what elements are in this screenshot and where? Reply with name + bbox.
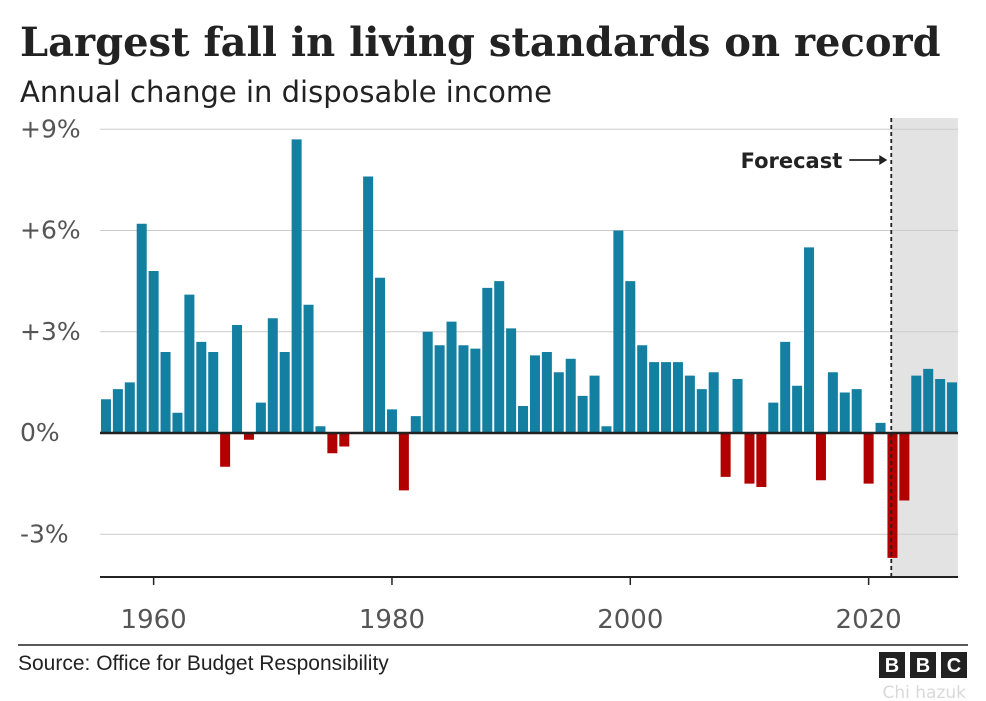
source-note: Source: Office for Budget Responsibility [18,652,389,675]
bar [494,281,505,433]
bar [541,352,552,433]
bar [303,304,314,433]
forecast-annotation: Forecast [741,149,843,173]
bar [804,247,815,433]
bar [720,433,731,477]
bar [768,402,779,433]
bar [780,341,791,433]
bar [112,389,123,433]
logo-letter: B [916,655,930,677]
bar [518,406,529,433]
bar [386,409,397,433]
bar [792,385,803,433]
bar [196,341,207,433]
bar [756,433,767,487]
forecast-shade [891,118,958,577]
bar [327,433,338,454]
y-tick-label: 0% [20,418,60,447]
chart-subtitle: Annual change in disposable income [20,75,552,109]
bar [232,325,243,433]
bar [136,223,147,433]
bar [732,379,743,433]
chart-title: Largest fall in living standards on reco… [20,19,941,66]
logo-letter: C [947,655,961,677]
bar [208,352,219,433]
bar [875,422,886,433]
bar [339,433,350,447]
bars [100,139,958,558]
bar [553,372,564,433]
bar [911,375,922,433]
bar [649,362,660,433]
bar [172,412,183,433]
bar [100,399,111,433]
bar [899,433,910,501]
x-tick-label: 2020 [836,605,902,635]
y-tick-label: +6% [20,216,81,245]
bar [291,139,302,433]
bar [482,287,493,433]
bar [529,355,540,433]
bar [708,372,719,433]
bar [625,281,636,433]
bar [661,362,672,433]
bar [565,358,576,433]
forecast-arrow-icon [849,155,888,165]
bar [935,379,946,433]
bar [577,395,588,433]
bar [446,321,457,433]
bar [363,176,374,433]
bar [613,230,624,433]
bar [815,433,826,481]
logo-letter: B [885,655,899,677]
bar [637,345,648,433]
bar [947,382,958,433]
bar [744,433,755,484]
x-axis-ticks: 1960 1980 2000 2020 [121,577,902,635]
bar [279,352,290,433]
x-tick-label: 1980 [359,605,425,635]
bar [887,433,898,558]
bar [124,382,135,433]
bar [410,416,421,433]
y-axis-tick-labels: +9% +6% +3% 0% -3% [20,114,81,548]
bar [398,433,409,491]
bar [255,402,266,433]
gridlines [100,128,958,535]
bar [851,389,862,433]
bar [589,375,600,433]
bar [148,271,159,433]
bar [696,389,707,433]
bar [672,362,683,433]
bar [267,318,278,433]
bbc-logo: B B C [879,652,967,678]
watermark: Chi hazuk [882,683,966,701]
bar [375,277,386,433]
bar [923,368,934,433]
bar [243,433,254,440]
bar [863,433,874,484]
bar [827,372,838,433]
bar [684,375,695,433]
bar [422,331,433,433]
bar [160,352,171,433]
x-tick-label: 2000 [597,605,663,635]
bar [315,426,326,433]
bar [458,345,469,433]
bar [506,328,517,433]
bar [601,426,612,433]
x-tick-label: 1960 [121,605,187,635]
bar [184,294,195,433]
y-tick-label: +3% [20,317,81,346]
bar [839,392,850,433]
bar [470,348,481,433]
y-tick-label: +9% [20,114,81,143]
bar [220,433,231,467]
bar [434,345,445,433]
y-tick-label: -3% [20,519,69,548]
